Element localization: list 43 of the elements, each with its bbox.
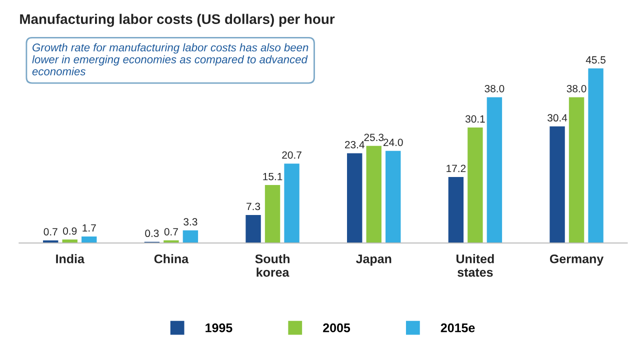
data-label: 3.3 xyxy=(184,218,198,226)
data-label: 0.7 xyxy=(44,228,58,236)
bar xyxy=(264,185,280,243)
data-label: 17.2 xyxy=(446,164,466,172)
bar xyxy=(347,153,362,243)
data-label: 0.9 xyxy=(63,227,77,235)
data-label: 30.4 xyxy=(548,114,568,122)
annotation: Growth rate for manufacturing labor costs has also been lower in emerging economies as compared to advanced economies xyxy=(32,43,308,76)
x-tick-label: Germany xyxy=(550,254,604,266)
data-label: 38.0 xyxy=(566,84,586,92)
bar xyxy=(284,164,300,243)
chart-title: Manufacturing labor costs (US dollars) per hour xyxy=(20,14,335,27)
bar xyxy=(246,214,261,243)
data-label: 7.3 xyxy=(246,202,260,210)
legend-label: 2005 xyxy=(323,323,350,332)
data-label: 25.3 xyxy=(364,134,384,142)
data-label: 20.7 xyxy=(282,151,302,159)
data-label: 23.4 xyxy=(345,141,364,148)
data-label: 0.7 xyxy=(164,228,178,236)
legend-label: 2015e xyxy=(440,323,475,332)
data-label: 24.0 xyxy=(384,138,403,146)
x-tick-label: South korea xyxy=(255,254,290,277)
x-tick-label: India xyxy=(56,254,85,264)
x-tick-label: United states xyxy=(456,254,494,277)
bar xyxy=(568,97,584,243)
data-label: 0.3 xyxy=(145,230,159,238)
bar xyxy=(386,150,401,243)
bar xyxy=(550,126,565,243)
legend-label: 1995 xyxy=(206,323,232,332)
bar xyxy=(82,236,97,243)
bar xyxy=(182,230,198,243)
data-label: 1.7 xyxy=(82,224,96,232)
bar xyxy=(366,146,382,243)
x-tick-label: China xyxy=(154,254,189,264)
data-label: 30.1 xyxy=(465,115,485,123)
bar xyxy=(588,68,604,243)
data-label: 38.0 xyxy=(484,84,504,92)
data-label: 15.1 xyxy=(263,172,282,180)
data-label: 45.5 xyxy=(586,56,606,64)
x-tick-label: Japan xyxy=(356,254,392,266)
bar xyxy=(468,128,483,243)
bar xyxy=(448,177,464,243)
bar xyxy=(486,97,502,243)
